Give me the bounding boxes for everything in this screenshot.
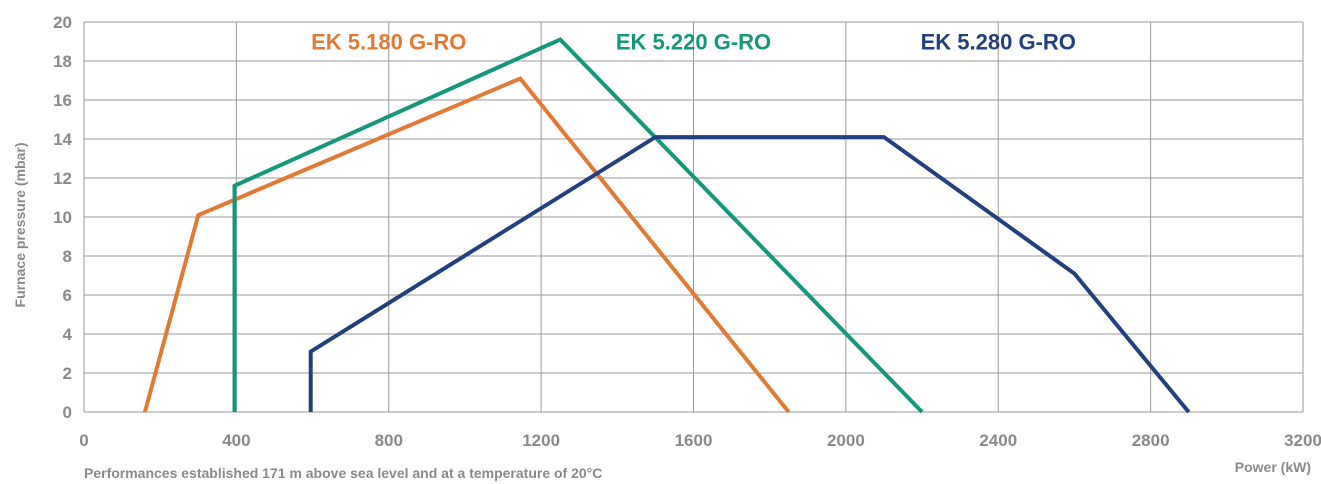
series-lines <box>142 37 1191 414</box>
footnote: Performances established 171 m above sea… <box>84 465 602 481</box>
x-tick-label: 2800 <box>1132 431 1170 450</box>
series-label: EK 5.280 G-RO <box>921 30 1076 55</box>
y-tick-label: 16 <box>53 91 72 110</box>
series-labels: EK 5.180 G-RO EK 5.220 G-RO EK 5.280 G-RO <box>311 30 1076 55</box>
x-tick-labels: 0 400 800 1200 1600 2000 2400 2800 3200 <box>79 431 1321 450</box>
series-line <box>232 37 924 414</box>
y-tick-label: 4 <box>63 325 73 344</box>
series-label: EK 5.220 G-RO <box>616 30 771 55</box>
x-tick-label: 800 <box>375 431 403 450</box>
series-line <box>308 135 1191 414</box>
x-tick-label: 0 <box>79 431 88 450</box>
x-axis-title: Power (kW) <box>1235 459 1311 475</box>
series-label: EK 5.180 G-RO <box>311 30 466 55</box>
x-tick-label: 1600 <box>675 431 713 450</box>
y-axis-title: Furnace pressure (mbar) <box>12 143 28 308</box>
grid <box>83 21 1304 413</box>
y-tick-label: 12 <box>53 169 72 188</box>
series-line <box>142 76 791 414</box>
y-tick-label: 18 <box>53 52 72 71</box>
x-tick-label: 400 <box>222 431 250 450</box>
y-tick-label: 0 <box>63 403 72 422</box>
x-tick-label: 3200 <box>1284 431 1321 450</box>
y-tick-label: 10 <box>53 208 72 227</box>
x-tick-label: 2000 <box>827 431 865 450</box>
x-tick-label: 2400 <box>979 431 1017 450</box>
y-tick-labels: 0 2 4 6 8 10 12 14 16 18 20 <box>53 13 72 422</box>
y-tick-label: 14 <box>53 130 72 149</box>
y-tick-label: 2 <box>63 364 72 383</box>
y-tick-label: 8 <box>63 247 72 266</box>
x-tick-label: 1200 <box>522 431 560 450</box>
y-tick-label: 20 <box>53 13 72 32</box>
y-tick-label: 6 <box>63 286 72 305</box>
